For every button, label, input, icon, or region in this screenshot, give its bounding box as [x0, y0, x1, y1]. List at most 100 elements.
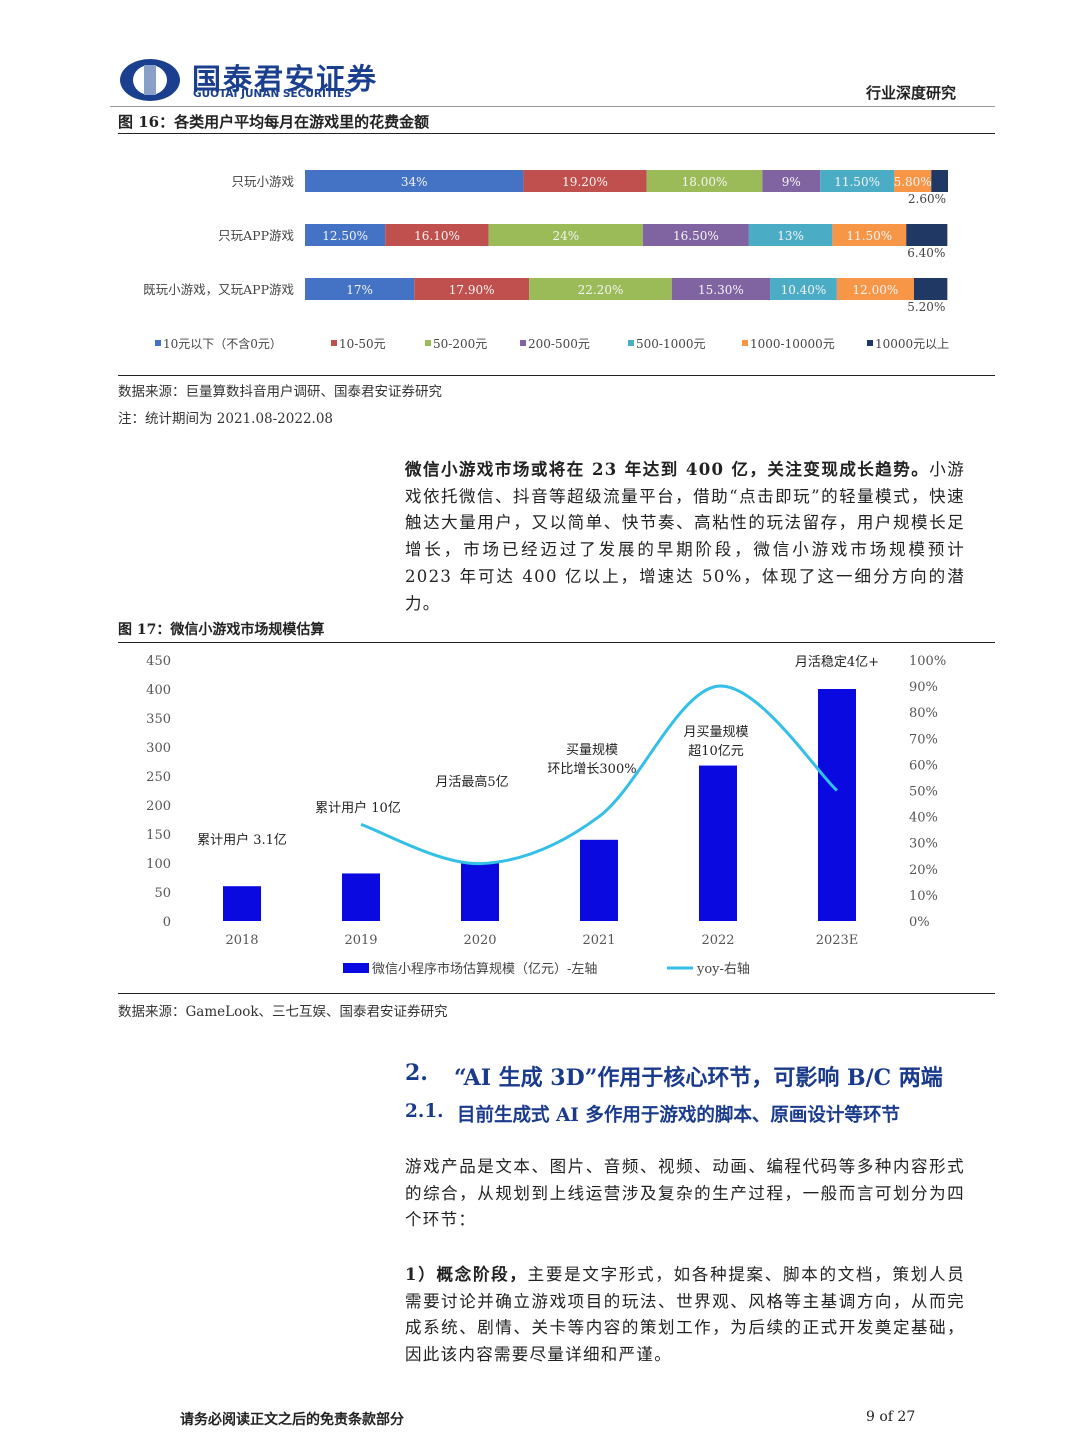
logo — [120, 59, 180, 101]
value-label: 9% — [782, 175, 801, 189]
legend-swatch — [628, 340, 634, 346]
rule — [118, 375, 995, 376]
y2-tick-label: 0% — [909, 915, 930, 930]
legend-label: yoy-右轴 — [696, 962, 750, 977]
legend-label: 500-1000元 — [636, 337, 706, 351]
bar-segment — [646, 170, 763, 192]
bar-segment — [748, 224, 833, 246]
bar-segment — [305, 278, 415, 300]
annotation: 月活稳定4亿+ — [795, 654, 879, 670]
value-label: 24% — [552, 229, 579, 243]
y2-tick-label: 20% — [909, 863, 938, 878]
bar — [699, 765, 737, 921]
value-label: 5.80% — [894, 175, 932, 189]
paragraph: 微信小游戏市场或将在 23 年达到 400 亿，关注变现成长趋势。小游戏依托微信… — [405, 457, 965, 617]
legend-label: 10元以下（不含0元） — [163, 336, 282, 351]
rule — [118, 133, 995, 134]
legend-label: 微信小程序市场估算规模（亿元）-左轴 — [372, 961, 597, 977]
legend-label: 50-200元 — [433, 337, 487, 351]
annotation: 累计用户 3.1亿 — [197, 832, 287, 848]
figure-title: 图 17：微信小游戏市场规模估算 — [118, 622, 325, 638]
category-label: 只玩APP游戏 — [218, 228, 294, 243]
y2-tick-label: 40% — [909, 811, 938, 826]
bar-segment — [770, 278, 837, 300]
bar-segment — [671, 278, 771, 300]
x-tick-label: 2018 — [225, 933, 258, 948]
value-label: 11.50% — [834, 175, 880, 189]
page-number: 9 of 27 — [866, 1409, 916, 1425]
y2-tick-label: 30% — [909, 837, 938, 852]
value-label: 16.50% — [673, 229, 719, 243]
bar-segment — [913, 278, 948, 300]
y-tick-label: 150 — [146, 828, 171, 843]
value-label: 12.00% — [853, 283, 899, 297]
bar-segment — [906, 224, 948, 246]
x-tick-label: 2019 — [344, 933, 377, 948]
x-tick-label: 2021 — [582, 933, 615, 948]
line — [360, 684, 838, 866]
disclaimer: 请务必阅读正文之后的免责条款部分 — [180, 1412, 404, 1428]
y-tick-label: 450 — [146, 654, 171, 669]
value-label: 17.90% — [449, 283, 495, 297]
bar-segment — [832, 224, 907, 246]
bar-segment — [305, 224, 386, 246]
bar-segment — [820, 170, 895, 192]
legend-swatch — [742, 340, 748, 346]
legend-swatch — [520, 340, 526, 346]
annotation: 月买量规模 — [683, 725, 748, 740]
legend-label: 10000元以上 — [875, 337, 949, 351]
y2-tick-label: 90% — [909, 680, 938, 695]
value-label: 34% — [401, 175, 428, 189]
y2-tick-label: 60% — [909, 758, 938, 773]
legend-swatch — [343, 963, 369, 973]
legend-swatch — [155, 340, 161, 346]
bar — [223, 886, 261, 921]
value-label: 2.60% — [908, 192, 946, 206]
category-label: 只玩小游戏 — [231, 174, 294, 189]
value-label: 19.20% — [562, 175, 608, 189]
value-label: 17% — [346, 283, 373, 297]
bar-segment — [488, 224, 643, 246]
annotation: 月活最高5亿 — [435, 774, 508, 790]
subsection-title: 目前生成式 AI 多作用于游戏的脚本、原画设计等环节 — [457, 1105, 900, 1126]
paragraph: 游戏产品是文本、图片、音频、视频、动画、编程代码等多种内容形式的综合，从规划到上… — [405, 1157, 965, 1230]
value-label: 6.40% — [907, 246, 945, 260]
legend-swatch — [425, 340, 431, 346]
logo-bar — [144, 65, 156, 95]
y-tick-label: 0 — [163, 915, 171, 930]
y2-tick-label: 80% — [909, 706, 938, 721]
bar-segment — [642, 224, 749, 246]
bar-segment — [931, 170, 948, 192]
legend-label: 200-500元 — [528, 337, 590, 351]
bar-segment — [529, 278, 672, 300]
rule — [118, 993, 995, 994]
annotation: 买量规模 — [566, 743, 618, 758]
bar — [461, 863, 499, 921]
bar-segment — [385, 224, 489, 246]
text: 主要是文字形式，如各种提案、脚本的文档，策划人员需要讨论并确立游戏项目的玩法、世… — [405, 1265, 965, 1365]
value-label: 13% — [777, 229, 804, 243]
annotation: 超10亿元 — [688, 744, 744, 759]
value-label: 12.50% — [322, 229, 368, 243]
section-title: “AI 生成 3D”作用于核心环节，可影响 B/C 两端 — [454, 1065, 943, 1091]
paragraph: 1）概念阶段，主要是文字形式，如各种提案、脚本的文档，策划人员需要讨论并确立游戏… — [405, 1262, 965, 1369]
value-label: 10.40% — [781, 283, 827, 297]
section-number: 2. — [405, 1060, 428, 1086]
header-line — [110, 106, 995, 107]
legend-label: 1000-10000元 — [750, 337, 835, 351]
bold-text: 微信小游戏市场或将在 23 年达到 400 亿，关注变现成长趋势。 — [405, 460, 930, 479]
bar-segment — [414, 278, 530, 300]
annotation: 累计用户 10亿 — [315, 800, 401, 816]
x-tick-label: 2022 — [701, 933, 734, 948]
figure-title: 图 16：各类用户平均每月在游戏里的花费金额 — [118, 113, 430, 131]
legend-label: 10-50元 — [339, 337, 386, 351]
bar-segment — [762, 170, 821, 192]
source: 数据来源：巨量算数抖音用户调研、国泰君安证券研究 — [118, 384, 442, 400]
y-tick-label: 250 — [146, 770, 171, 785]
value-label: 5.20% — [907, 300, 945, 314]
bar-segment — [305, 170, 524, 192]
value-label: 22.20% — [578, 283, 624, 297]
subsection-number: 2.1. — [405, 1101, 444, 1122]
value-label: 11.50% — [846, 229, 892, 243]
value-label: 16.10% — [414, 229, 460, 243]
